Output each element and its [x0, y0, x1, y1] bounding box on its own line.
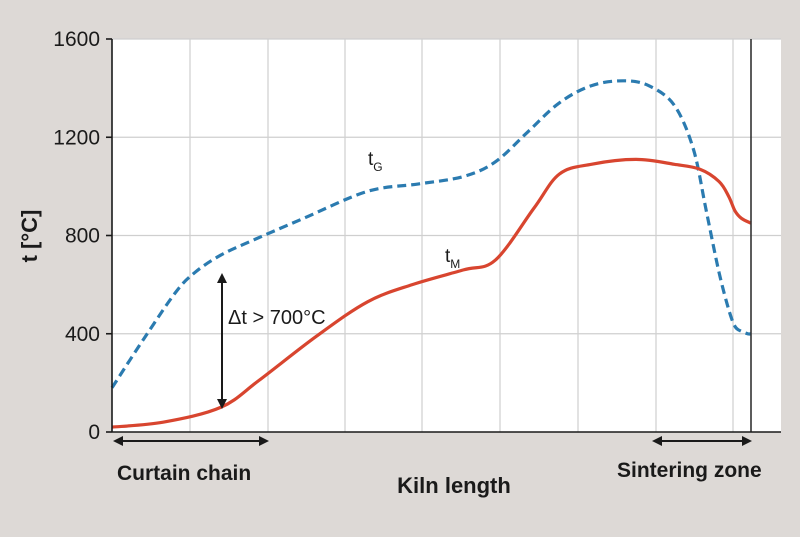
series-label-tm-main: t — [445, 246, 451, 267]
y-ticks: 0 400 800 1200 1600 — [53, 28, 112, 444]
sintering-zone-label: Sintering zone — [617, 459, 762, 482]
delta-t-label: Δt > 700°C — [228, 307, 326, 329]
y-axis-title: t [°C] — [17, 210, 42, 263]
series-label-tg-sub: G — [373, 160, 382, 174]
curtain-chain-label: Curtain chain — [117, 462, 251, 485]
y-tick-label: 1600 — [53, 28, 100, 51]
y-tick-label: 0 — [88, 421, 100, 444]
curves — [110, 79, 752, 429]
series-label-tm-sub: M — [450, 257, 460, 271]
series-label-tg: tG — [368, 149, 383, 174]
y-tick-label: 400 — [65, 323, 100, 346]
y-tick-label: 1200 — [53, 126, 100, 149]
y-tick-label: 800 — [65, 225, 100, 248]
series-line-tg — [110, 79, 752, 389]
series-label-tg-main: t — [368, 149, 374, 170]
x-axis-title: Kiln length — [397, 473, 511, 498]
series-line-tm — [111, 157, 752, 429]
series-label-tm: tM — [445, 246, 460, 271]
